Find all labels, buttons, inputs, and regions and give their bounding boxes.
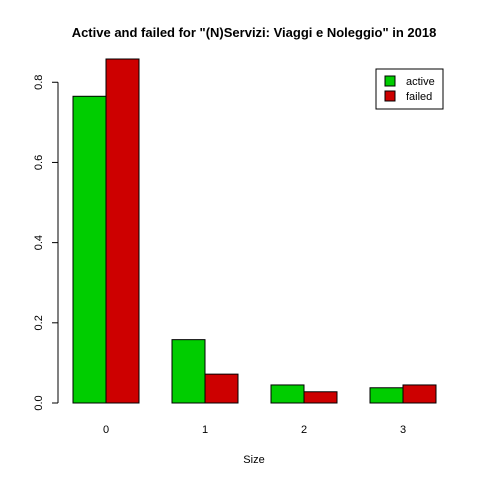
- x-tick-label: 0: [103, 424, 109, 436]
- x-tick-label: 2: [301, 424, 307, 436]
- x-tick-label: 1: [202, 424, 208, 436]
- chart-title: Active and failed for "(N)Servizi: Viagg…: [72, 25, 437, 40]
- legend-label-failed: failed: [406, 91, 432, 103]
- x-tick-label: 3: [400, 424, 406, 436]
- bar-failed-0: [105, 58, 140, 404]
- y-axis: 0.0 0.2 0.4 0.6 0.8: [33, 75, 59, 411]
- y-tick-label: 0.2: [33, 315, 45, 330]
- legend-swatch-active: [384, 75, 396, 87]
- y-tick-label: 0.4: [33, 235, 45, 250]
- y-tick-label: 0.0: [33, 395, 45, 410]
- x-axis: 0 1 2 3: [103, 424, 406, 436]
- bar-active-0: [72, 95, 107, 404]
- bar-failed-1: [204, 373, 239, 404]
- bars-group: [72, 58, 437, 404]
- bar-active-1: [171, 339, 206, 404]
- bar-failed-2: [303, 391, 338, 404]
- legend-box: [375, 68, 444, 110]
- bar-active-3: [369, 387, 404, 404]
- bar-failed-3: [402, 384, 437, 404]
- y-tick-label: 0.8: [33, 75, 45, 90]
- y-tick-label: 0.6: [33, 155, 45, 170]
- legend: active failed: [375, 68, 444, 110]
- x-axis-label: Size: [243, 454, 264, 466]
- legend-label-active: active: [406, 76, 435, 88]
- legend-swatch-failed: [384, 90, 396, 102]
- bar-active-2: [270, 384, 305, 404]
